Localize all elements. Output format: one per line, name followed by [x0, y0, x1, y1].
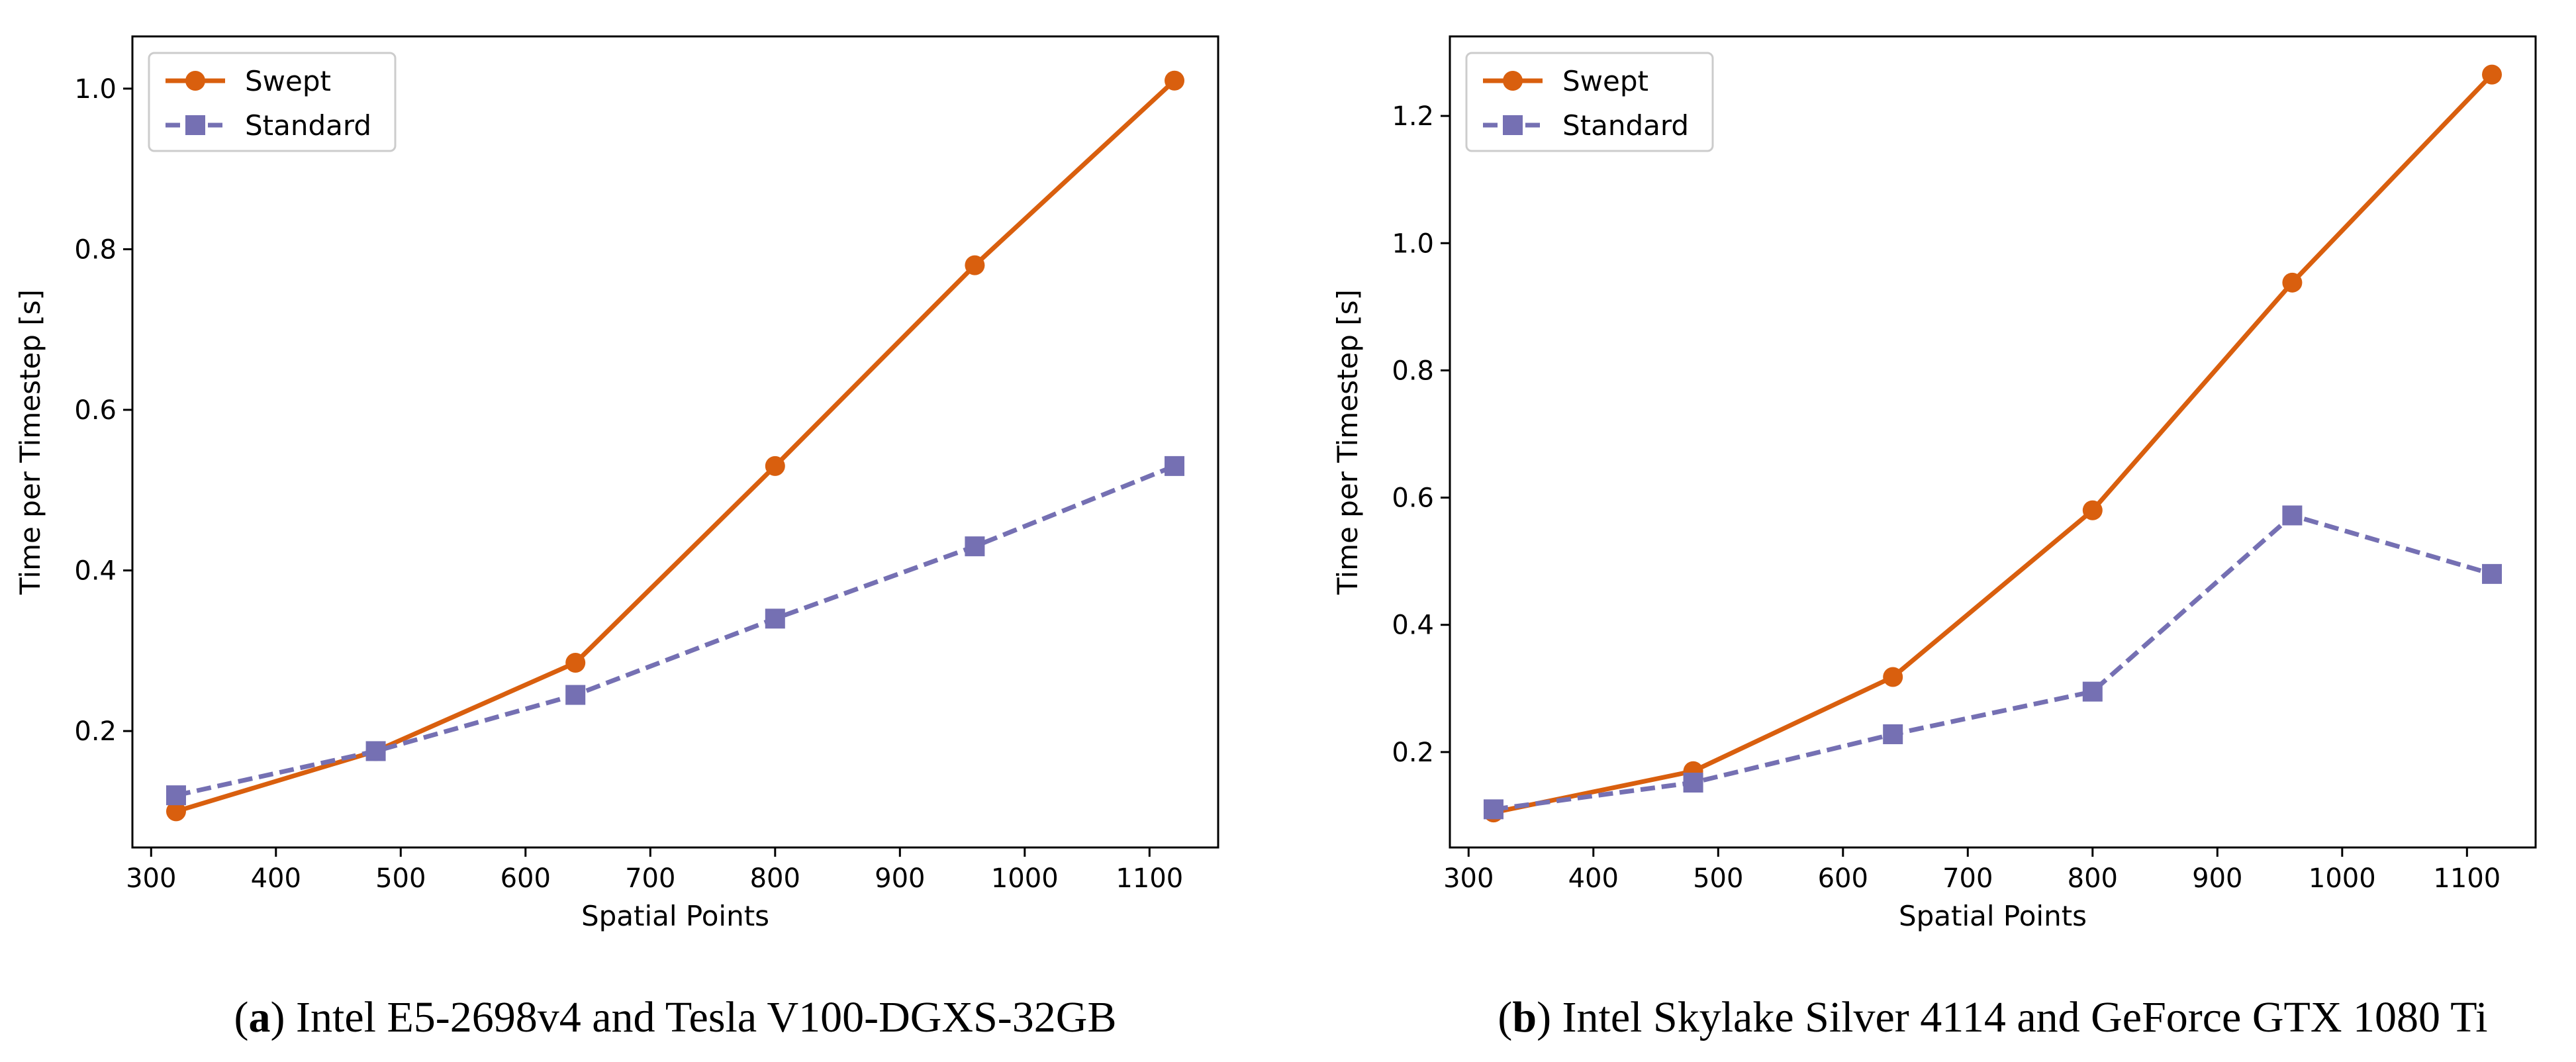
data-point-swept [1165, 70, 1185, 91]
x-tick-label: 1000 [991, 863, 1059, 894]
data-point-standard [2082, 681, 2103, 702]
caption-open-paren: ( [1498, 993, 1512, 1041]
data-point-swept [1883, 667, 1903, 687]
x-tick-label: 600 [1818, 863, 1868, 894]
legend-label-standard: Standard [1562, 109, 1689, 142]
data-point-standard [1883, 724, 1903, 744]
x-tick-label: 800 [2068, 863, 2118, 894]
data-point-standard [765, 608, 785, 629]
x-tick-label: 300 [1443, 863, 1494, 894]
data-point-standard [1165, 456, 1185, 476]
y-tick-label: 1.0 [1392, 228, 1434, 259]
legend-label-swept: Swept [1562, 65, 1648, 97]
data-point-swept [565, 653, 586, 673]
legend-marker-swept [185, 71, 205, 91]
chart-panel-1: 300 400 500 600 700 800 900 1000 1100 0.2 0.4 0.6 0.… [14, 35, 1219, 1041]
legend-marker-standard [185, 115, 205, 135]
caption-open-paren: ( [234, 993, 249, 1041]
x-tick-label: 500 [375, 863, 426, 894]
data-point-standard [365, 741, 386, 761]
y-tick-label: 0.8 [1392, 356, 1434, 386]
series-line-standard [175, 463, 1176, 798]
data-point-standard [1683, 773, 1703, 793]
x-tick-label: 400 [1568, 863, 1619, 894]
caption-text: Intel Skylake Silver 4114 and GeForce GT… [1551, 993, 2488, 1041]
y-tick-label: 0.4 [1392, 610, 1434, 641]
y-axis-label: Time per Timestep [s] [1331, 289, 1364, 595]
caption-close-paren: ) [1537, 993, 1551, 1041]
caption-letter: a [249, 993, 271, 1041]
data-point-standard [166, 785, 186, 806]
y-tick-label: 0.2 [74, 716, 117, 747]
x-tick-label: 700 [1942, 863, 1993, 894]
data-point-standard [565, 685, 586, 705]
x-tick-label: 300 [126, 863, 176, 894]
x-tick-label: 600 [501, 863, 551, 894]
y-tick-label: 1.2 [1392, 101, 1434, 132]
caption-letter: b [1512, 993, 1537, 1041]
x-tick-label: 500 [1693, 863, 1743, 894]
y-tick-label: 0.2 [1392, 738, 1434, 768]
legend-marker-swept [1503, 71, 1523, 91]
legend-label-standard: Standard [245, 109, 371, 142]
legend-label-swept: Swept [245, 65, 331, 97]
plot-frame [131, 35, 1219, 849]
data-point-standard [2482, 563, 2503, 584]
x-tick-label: 900 [2192, 863, 2242, 894]
data-point-swept [2482, 64, 2503, 85]
subfigure-caption: (b) Intel Skylake Silver 4114 and GeForc… [1498, 993, 2487, 1041]
series-line-swept [175, 79, 1176, 814]
x-tick-label: 700 [625, 863, 675, 894]
data-point-standard [2282, 505, 2303, 526]
x-tick-label: 1100 [2433, 863, 2501, 894]
chart-panel-2: 300 400 500 600 700 800 900 1000 1100 0.2 0.4 0.6 0.… [1331, 35, 2537, 1041]
data-point-swept [2282, 272, 2303, 293]
y-tick-label: 0.6 [1392, 483, 1434, 514]
y-axis-label: Time per Timestep [s] [14, 289, 46, 595]
legend-marker-standard [1503, 115, 1523, 135]
data-point-swept [965, 255, 985, 275]
plot-frame [1449, 35, 2537, 849]
x-tick-label: 400 [251, 863, 301, 894]
y-tick-label: 0.6 [74, 395, 117, 426]
caption-close-paren: ) [271, 993, 285, 1041]
x-tick-label: 900 [875, 863, 925, 894]
subfigure-caption: (a) Intel E5-2698v4 and Tesla V100-DGXS-… [234, 993, 1117, 1041]
y-tick-label: 1.0 [74, 74, 117, 105]
x-tick-label: 800 [750, 863, 800, 894]
caption-text: Intel E5-2698v4 and Tesla V100-DGXS-32GB [285, 993, 1117, 1041]
data-point-swept [166, 801, 186, 822]
x-tick-label: 1100 [1116, 863, 1183, 894]
data-point-swept [765, 456, 785, 476]
x-axis-label: Spatial Points [581, 900, 769, 932]
y-tick-label: 0.4 [74, 556, 117, 587]
series-line-standard [1493, 512, 2493, 812]
data-point-standard [1483, 799, 1503, 820]
x-tick-label: 1000 [2309, 863, 2376, 894]
series-line-swept [1493, 73, 2494, 815]
data-point-swept [2082, 500, 2103, 520]
data-point-standard [965, 536, 985, 557]
x-axis-label: Spatial Points [1899, 900, 2087, 932]
y-tick-label: 0.8 [74, 234, 117, 265]
